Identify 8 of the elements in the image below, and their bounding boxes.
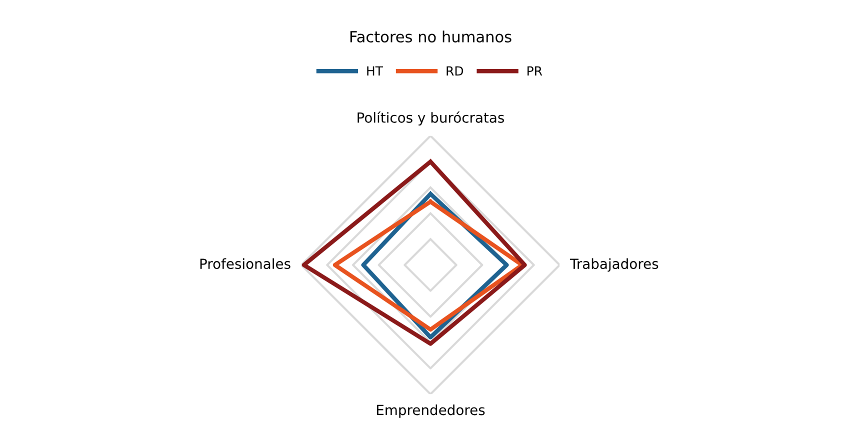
- legend-label: HT: [367, 66, 384, 76]
- spoke-label: Emprendedores: [377, 404, 485, 418]
- legend-label: RD: [446, 66, 464, 76]
- chart-title: Factores no humanos: [350, 30, 512, 42]
- spoke-label: Políticos y burócratas: [358, 112, 504, 126]
- legend-label: PR: [528, 66, 542, 76]
- spoke-label: Profesionales: [200, 258, 290, 270]
- spoke-label: Trabajadores: [570, 258, 658, 272]
